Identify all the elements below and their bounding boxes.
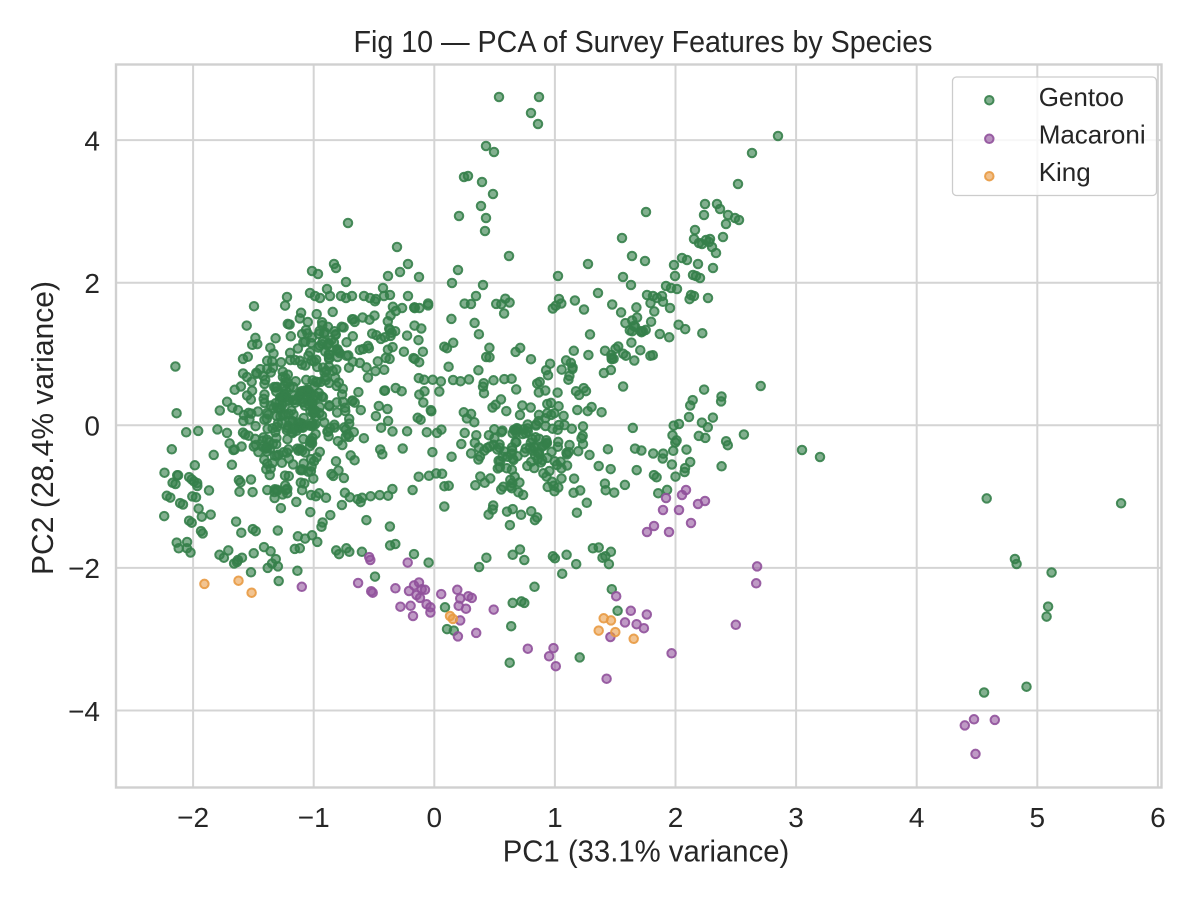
- svg-text:2: 2: [668, 802, 684, 833]
- svg-text:−2: −2: [68, 553, 100, 584]
- svg-text:Gentoo: Gentoo: [1039, 82, 1124, 112]
- svg-text:PC1 (33.1% variance): PC1 (33.1% variance): [503, 834, 790, 869]
- svg-text:−4: −4: [68, 696, 100, 727]
- svg-text:Macaroni: Macaroni: [1039, 120, 1146, 150]
- svg-text:0: 0: [427, 802, 443, 833]
- svg-text:4: 4: [909, 802, 925, 833]
- svg-text:−1: −1: [298, 802, 330, 833]
- svg-text:3: 3: [788, 802, 804, 833]
- svg-text:0: 0: [84, 411, 100, 442]
- svg-text:6: 6: [1150, 802, 1166, 833]
- svg-text:−2: −2: [177, 802, 209, 833]
- svg-text:5: 5: [1030, 802, 1046, 833]
- svg-text:PC2 (28.4% variance): PC2 (28.4% variance): [25, 281, 60, 575]
- svg-text:Fig 10 — PCA of Survey Feature: Fig 10 — PCA of Survey Features by Speci…: [354, 24, 933, 59]
- svg-text:1: 1: [547, 802, 563, 833]
- svg-text:2: 2: [84, 268, 100, 299]
- svg-text:4: 4: [84, 125, 100, 156]
- svg-text:King: King: [1039, 157, 1091, 187]
